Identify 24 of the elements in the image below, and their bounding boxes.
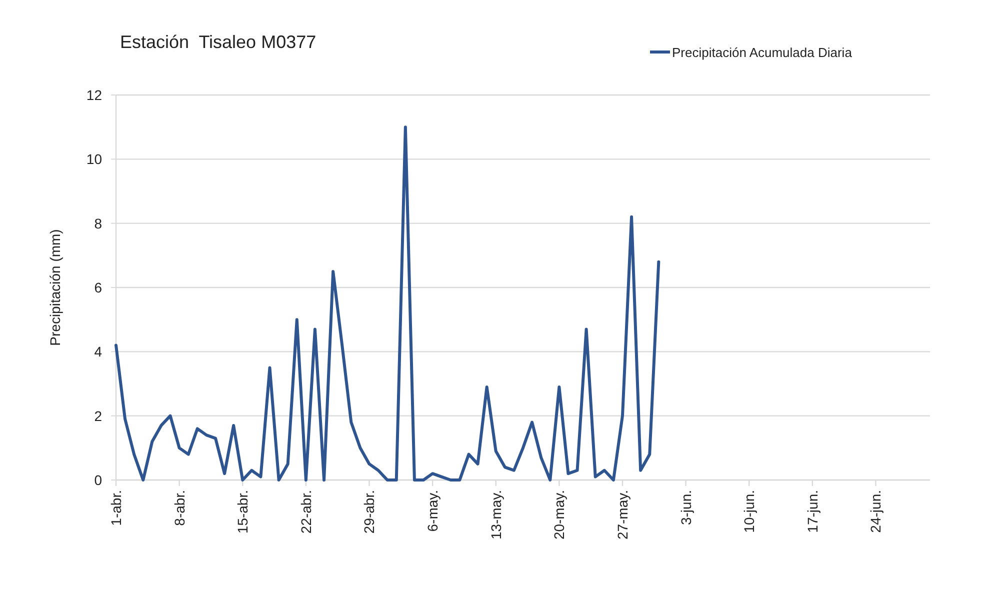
x-tick-label: 27-may.	[614, 490, 630, 540]
line-series	[114, 126, 660, 482]
x-tick-label: 6-may.	[424, 490, 441, 532]
y-tick-label: 2	[94, 408, 102, 424]
y-tick-label: 10	[86, 151, 102, 168]
y-tick-label: 12	[86, 87, 102, 103]
x-tick-label: 1-abr.	[108, 490, 124, 526]
legend-label: Precipitación Acumulada Diaria	[672, 45, 853, 60]
x-tick-label: 8-abr.	[171, 490, 188, 526]
y-tick-label: 8	[94, 215, 102, 232]
x-tick-label: 10-jun.	[741, 490, 758, 533]
x-tick-label: 24-jun.	[868, 490, 884, 533]
y-axis-title: Precipitación (mm)	[47, 229, 63, 346]
x-tick-label: 15-abr.	[234, 490, 251, 534]
y-tick-label: 4	[94, 344, 102, 360]
x-tick-label: 17-jun.	[804, 490, 820, 533]
x-tick-label: 29-abr.	[361, 490, 378, 534]
chart-title: Estación Tisaleo M0377	[120, 32, 316, 52]
x-tick-label: 20-may.	[551, 490, 568, 540]
y-tick-label: 6	[94, 280, 102, 296]
y-tick-label: 0	[94, 472, 102, 488]
x-tick-label: 13-may.	[488, 490, 504, 540]
x-tick-label: 3-jun.	[678, 490, 694, 526]
x-tick-label: 22-abr.	[298, 490, 314, 534]
